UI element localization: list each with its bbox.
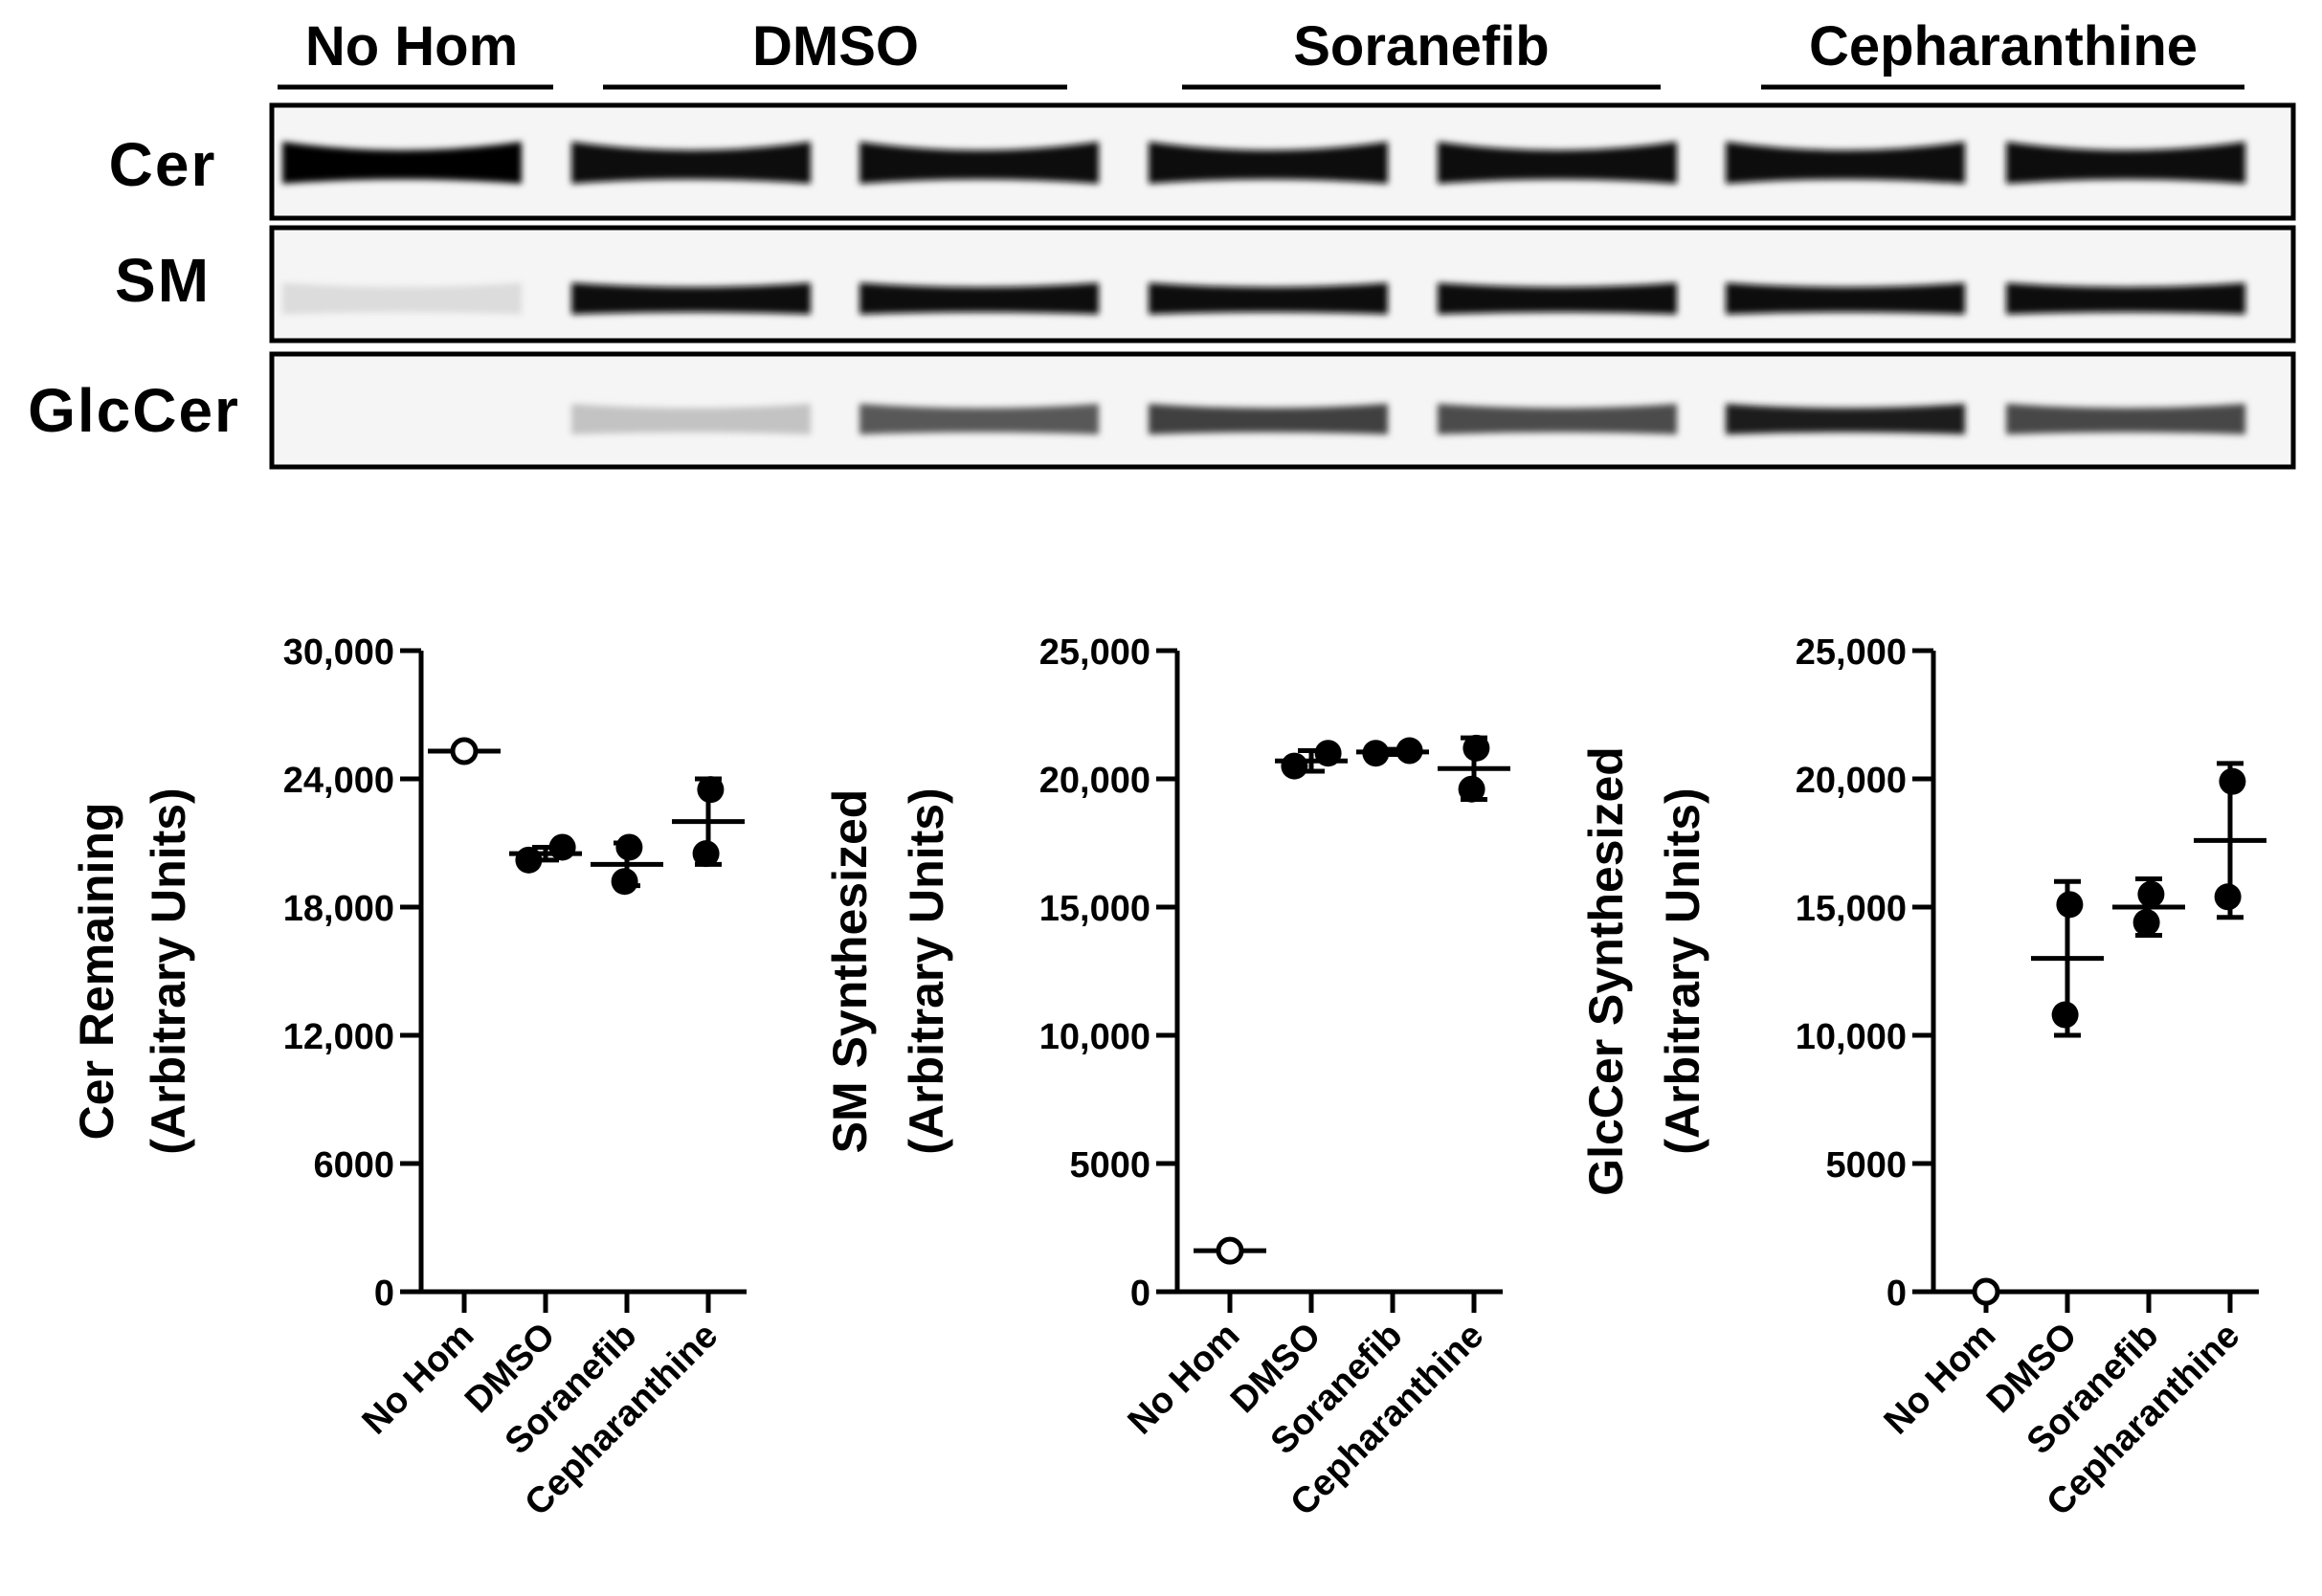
data-group-no-hom [428,737,501,765]
data-group-dmso [1275,740,1348,780]
data-point [1216,1236,1244,1265]
y-tick-label: 20,000 [1039,761,1150,801]
y-tick-label: 20,000 [1796,761,1907,801]
blot-band [1149,404,1388,434]
data-point [1314,740,1342,767]
data-point [2214,883,2242,911]
blot-band [1726,282,1965,315]
blot-band [1149,142,1388,184]
y-tick-label: 10,000 [1039,1017,1150,1057]
x-tick-label: No Hom [355,1316,482,1443]
y-axis-subtitle: (Arbitrary Units) [142,787,195,1154]
blot-band [2006,142,2245,184]
data-point [1462,734,1490,762]
data-point [1395,737,1423,765]
data-point [1972,1277,2000,1306]
x-tick-label: No Hom [1877,1316,2004,1443]
y-tick-label: 0 [1887,1274,1907,1314]
data-group-no-hom [1950,1277,2022,1306]
y-axis-title: Cer Remaining [70,803,123,1141]
y-tick-label: 5000 [1069,1145,1150,1186]
y-axis-title: GlcCer Synthesized [1579,746,1633,1196]
blot-band [1149,282,1388,315]
y-axis-subtitle: (Arbitrary Units) [900,787,953,1154]
y-tick-label: 24,000 [283,761,394,801]
blot-band [2006,282,2245,315]
y-tick-label: 6000 [313,1145,394,1186]
blot-row-label: GlcCer [28,376,240,445]
blot-row-label: SM [115,246,211,315]
data-group-dmso [509,833,582,874]
data-group-no-hom [1194,1236,1266,1265]
blot-panel: No Hom DMSO Soranefib Cepharanthine Cer SM Glc… [28,15,2296,470]
data-point [2137,880,2165,908]
blot-band [1438,142,1677,184]
data-group-cepharanthine [2194,761,2266,920]
blot-band [571,282,811,315]
blot-band [860,142,1099,184]
data-group-soranefib [1356,737,1429,767]
blot-band [1726,404,1965,434]
data-point [1281,752,1308,780]
y-tick-label: 18,000 [283,889,394,929]
data-point [1362,740,1390,767]
data-group-soranefib [2112,876,2185,938]
data-group-dmso [2031,878,2104,1038]
y-tick-label: 25,000 [1796,632,1907,673]
blot-band [1726,142,1965,184]
y-tick-label: 10,000 [1796,1017,1907,1057]
data-group-soranefib [591,833,663,896]
data-point [615,833,643,861]
data-point [450,737,479,765]
blot-group-label: Cepharanthine [1809,15,2198,78]
data-point [2056,891,2084,919]
y-tick-label: 15,000 [1796,889,1907,929]
blot-group-label: DMSO [752,15,919,78]
y-tick-label: 5000 [1825,1145,1907,1186]
blot-band [860,282,1099,315]
blot-band [282,142,522,184]
data-point [692,840,720,868]
y-tick-label: 15,000 [1039,889,1150,929]
y-tick-label: 30,000 [283,632,394,673]
data-group-cepharanthine [672,776,745,868]
blot-band [1438,282,1677,315]
blot-band [571,404,811,434]
data-point [697,776,725,804]
data-point [1458,775,1485,803]
blot-group-label: Soranefib [1293,15,1550,78]
y-axis-title: SM Synthesized [823,789,877,1154]
data-point [548,833,576,861]
blot-group-label: No Hom [305,15,518,78]
data-group-cepharanthine [1438,734,1510,803]
data-point [611,868,638,896]
data-point [515,846,543,874]
blot-band [571,142,811,184]
blot-band [282,282,522,315]
blot-band [860,404,1099,434]
blot-row-label: Cer [109,130,217,199]
data-point [2051,1001,2079,1029]
y-tick-label: 12,000 [283,1017,394,1057]
blot-band [2006,404,2245,434]
x-tick-label: No Hom [1121,1316,1248,1443]
y-tick-label: 0 [1130,1274,1150,1314]
y-axis-subtitle: (Arbitrary Units) [1656,787,1709,1154]
blot-band [1438,404,1677,434]
data-point [2219,767,2246,795]
y-tick-label: 0 [374,1274,394,1314]
data-point [2132,909,2160,937]
y-tick-label: 25,000 [1039,632,1150,673]
